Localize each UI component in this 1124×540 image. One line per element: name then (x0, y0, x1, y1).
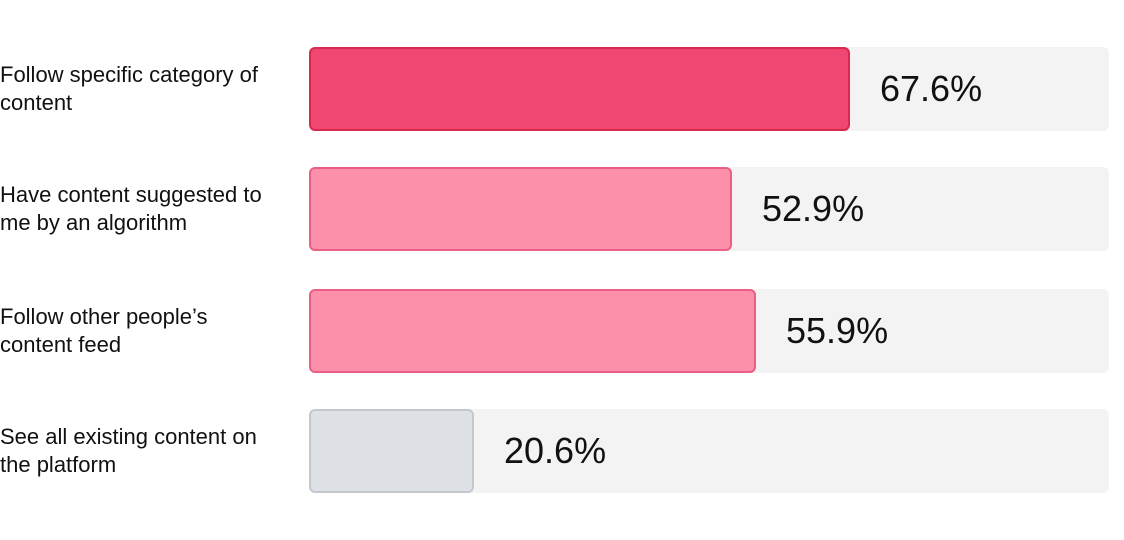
category-label: Have content suggested to me by an algor… (0, 182, 262, 235)
bar-row: Have content suggested to me by an algor… (0, 167, 1124, 251)
category-label: See all existing content on the platform (0, 424, 257, 477)
value-label: 20.6% (504, 430, 607, 471)
bar-track: 20.6% (309, 409, 1109, 493)
bar (309, 47, 850, 131)
bar-row: See all existing content on the platform… (0, 409, 1124, 493)
bar-track: 52.9% (309, 167, 1109, 251)
bar-row: Follow specific category of content 67.6… (0, 47, 1124, 131)
bar (309, 289, 756, 373)
bar-track: 67.6% (309, 47, 1109, 131)
value-label: 67.6% (880, 68, 983, 109)
bar-row: Follow other people’s content feed 55.9% (0, 289, 1124, 373)
bar-track: 55.9% (309, 289, 1109, 373)
value-label: 55.9% (786, 310, 889, 351)
bar (309, 409, 474, 493)
category-label: Follow other people’s content feed (0, 304, 208, 357)
category-label: Follow specific category of content (0, 62, 258, 115)
value-label: 52.9% (762, 188, 865, 229)
bar (309, 167, 732, 251)
